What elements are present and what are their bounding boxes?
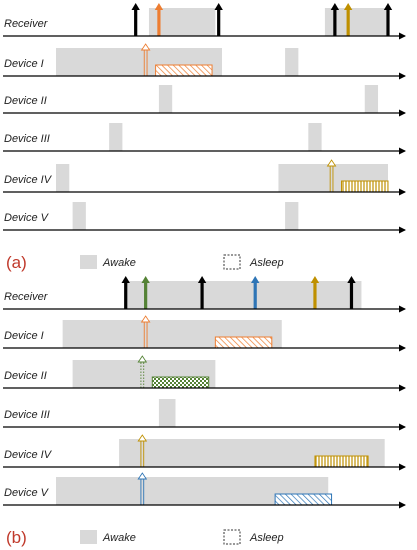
awake-window (364, 85, 379, 113)
awake-window (285, 202, 299, 230)
row-device-v: Device V (3, 472, 406, 509)
rx-arrow-yellow (343, 3, 353, 36)
awake-window (158, 85, 173, 113)
packet-blue (274, 493, 333, 506)
legends: (a) Awake Asleep (b) Awake Asleep (6, 253, 284, 547)
time-axis (3, 188, 406, 196)
row-label: Device V (4, 487, 50, 499)
row-device-ii: Device II (3, 85, 406, 117)
row-device-iv: Device IV (3, 159, 406, 196)
rx-arrow-black (131, 3, 140, 36)
panel-b: Receiver Device I Device II Device III Devic… (3, 276, 406, 509)
rx-arrow-black (347, 276, 356, 309)
awake-window (308, 123, 322, 151)
time-axis (3, 72, 406, 80)
time-axis (3, 384, 406, 392)
rx-arrow-orange (154, 3, 164, 36)
legend-asleep-label: Asleep (249, 532, 284, 544)
row-label: Receiver (4, 18, 49, 30)
row-device-v: Device V (3, 202, 406, 234)
awake-window (158, 399, 176, 427)
row-label: Device IV (4, 449, 53, 461)
row-label: Device I (4, 330, 44, 342)
row-device-iii: Device III (3, 399, 406, 431)
row-label: Device IV (4, 174, 53, 186)
panel-label: (a) (6, 253, 27, 272)
row-label: Device V (4, 212, 50, 224)
rx-arrow-black (330, 3, 340, 36)
awake-window (285, 48, 299, 76)
tx-arrow-blue (137, 472, 148, 505)
tx-arrow-orange (140, 43, 151, 76)
row-device-ii: Device II (3, 355, 406, 392)
time-axis (3, 305, 406, 313)
tx-arrow-green (137, 355, 148, 388)
row-device-i: Device I (3, 315, 406, 352)
legend-awake-swatch (80, 530, 97, 544)
rx-arrow-blue (251, 276, 260, 309)
awake-window (56, 164, 70, 192)
time-axis (3, 344, 406, 352)
legend-asleep-label: Asleep (249, 257, 284, 269)
packet-yellow (341, 180, 389, 193)
rx-arrow-green (141, 276, 150, 309)
tx-arrow-yellow (326, 159, 337, 192)
legend-awake-label: Awake (102, 532, 136, 544)
time-axis (3, 32, 406, 40)
panel-a: Receiver Device I Device II Device III Devic… (3, 3, 406, 234)
row-label: Device III (4, 133, 50, 145)
legend-awake-swatch (80, 255, 97, 269)
legend: (b) Awake Asleep (6, 528, 284, 547)
row-device-iv: Device IV (3, 434, 406, 471)
awake-window (125, 281, 362, 309)
row-label: Device II (4, 370, 47, 382)
rx-arrow-black (121, 276, 130, 309)
rx-arrow-black (383, 3, 393, 36)
awake-window (72, 202, 86, 230)
packet-green (151, 376, 210, 389)
rx-arrow-black (214, 3, 223, 36)
tx-arrow-yellow (137, 434, 148, 467)
rx-arrow-black (197, 276, 207, 309)
rx-arrow-yellow (310, 276, 320, 309)
legend-asleep-swatch (223, 529, 241, 545)
row-label: Device II (4, 95, 47, 107)
row-label: Receiver (4, 291, 49, 303)
tx-arrow-orange (140, 315, 151, 348)
packet-yellow (314, 455, 369, 468)
row-receiver: Receiver (3, 3, 406, 40)
packet-orange (214, 336, 273, 349)
panels: Receiver Device I Device II Device III Devic… (3, 3, 406, 509)
panel-label: (b) (6, 528, 27, 547)
legend: (a) Awake Asleep (6, 253, 284, 272)
row-label: Device III (4, 409, 50, 421)
time-axis (3, 423, 406, 431)
legend-awake-label: Awake (102, 257, 136, 269)
awake-window (109, 123, 123, 151)
row-label: Device I (4, 58, 44, 70)
packet-orange (155, 64, 213, 77)
time-axis (3, 463, 406, 471)
row-receiver: Receiver (3, 276, 406, 313)
legend-asleep-swatch (223, 254, 241, 270)
row-device-iii: Device III (3, 123, 406, 155)
time-axis (3, 109, 406, 117)
time-axis (3, 226, 406, 234)
time-axis (3, 501, 406, 509)
time-axis (3, 147, 406, 155)
row-device-i: Device I (3, 43, 406, 80)
